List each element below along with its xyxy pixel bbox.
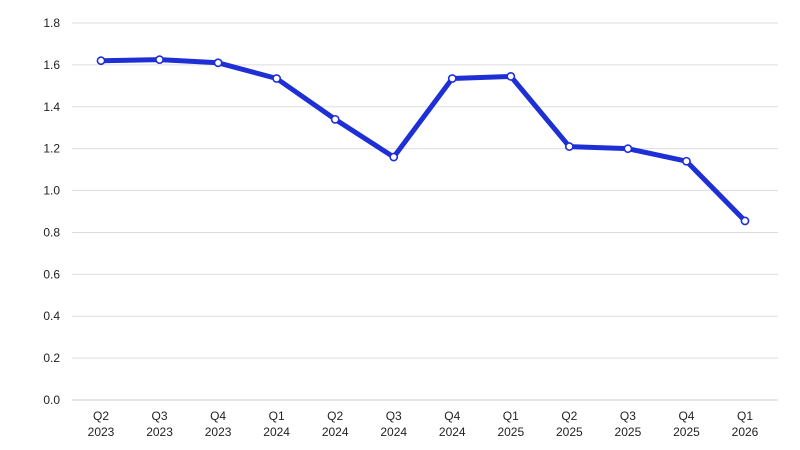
x-tick-quarter: Q2 <box>327 409 343 423</box>
data-point <box>389 152 399 162</box>
data-point <box>330 114 340 124</box>
x-tick-quarter: Q1 <box>737 409 753 423</box>
x-tick-quarter: Q4 <box>210 409 226 423</box>
y-tick-label: 1.4 <box>43 100 60 114</box>
data-point <box>272 74 282 83</box>
data-point <box>623 144 633 154</box>
data-point <box>740 216 750 226</box>
x-tick-label: Q2 2024 <box>322 409 349 439</box>
series-layer <box>98 57 748 224</box>
data-point <box>96 56 106 66</box>
x-tick-year: 2025 <box>673 425 700 439</box>
x-tick-year: 2024 <box>263 425 290 439</box>
x-tick-year: 2026 <box>732 425 759 439</box>
data-point <box>447 74 457 83</box>
x-tick-year: 2023 <box>146 425 173 439</box>
x-tick-label: Q4 2023 <box>205 409 232 439</box>
y-tick-label: 0.4 <box>43 309 60 323</box>
y-tick-label: 0.2 <box>43 351 60 365</box>
data-point <box>564 142 574 151</box>
y-axis-ticks: 0.0 0.2 0.4 0.6 0.8 1.0 1.2 1.4 1.6 1.8 <box>43 16 60 407</box>
x-tick-year: 2025 <box>615 425 642 439</box>
x-tick-label: Q3 2024 <box>380 409 407 439</box>
data-point <box>506 72 516 81</box>
x-tick-quarter: Q1 <box>503 409 519 423</box>
x-tick-quarter: Q4 <box>444 409 460 423</box>
x-tick-year: 2025 <box>497 425 524 439</box>
y-tick-label: 1.0 <box>43 184 60 198</box>
x-tick-label: Q3 2023 <box>146 409 173 439</box>
y-tick-label: 0.8 <box>43 225 60 239</box>
x-tick-label: Q1 2025 <box>497 409 524 439</box>
series-line <box>98 57 748 224</box>
x-axis-ticks: Q2 2023 Q3 2023 Q4 2023 Q1 2024 Q2 2024 Q3 2024 Q4 20… <box>88 409 759 439</box>
grid-layer <box>72 22 778 401</box>
x-tick-quarter: Q1 <box>269 409 285 423</box>
x-tick-label: Q2 2023 <box>88 409 115 439</box>
x-tick-year: 2025 <box>556 425 583 439</box>
x-tick-quarter: Q4 <box>678 409 694 423</box>
data-point <box>213 58 223 68</box>
marker-layer <box>96 55 750 226</box>
x-tick-year: 2023 <box>88 425 115 439</box>
y-tick-label: 1.2 <box>43 142 60 156</box>
x-tick-year: 2024 <box>380 425 407 439</box>
x-tick-quarter: Q2 <box>93 409 109 423</box>
x-tick-year: 2023 <box>205 425 232 439</box>
x-tick-quarter: Q2 <box>561 409 577 423</box>
y-tick-label: 1.6 <box>43 58 60 72</box>
data-point <box>155 55 164 65</box>
y-tick-label: 1.8 <box>43 16 60 30</box>
x-tick-label: Q1 2026 <box>732 409 759 439</box>
x-tick-label: Q4 2024 <box>439 409 466 439</box>
x-tick-quarter: Q3 <box>152 409 168 423</box>
x-tick-label: Q4 2025 <box>673 409 700 439</box>
x-tick-quarter: Q3 <box>620 409 636 423</box>
data-point <box>682 156 691 166</box>
x-tick-quarter: Q3 <box>386 409 402 423</box>
x-tick-label: Q2 2025 <box>556 409 583 439</box>
y-tick-label: 0.6 <box>43 267 60 281</box>
y-tick-label: 0.0 <box>43 393 60 407</box>
x-tick-year: 2024 <box>439 425 466 439</box>
x-tick-label: Q1 2024 <box>263 409 290 439</box>
x-tick-year: 2024 <box>322 425 349 439</box>
x-tick-label: Q3 2025 <box>615 409 642 439</box>
